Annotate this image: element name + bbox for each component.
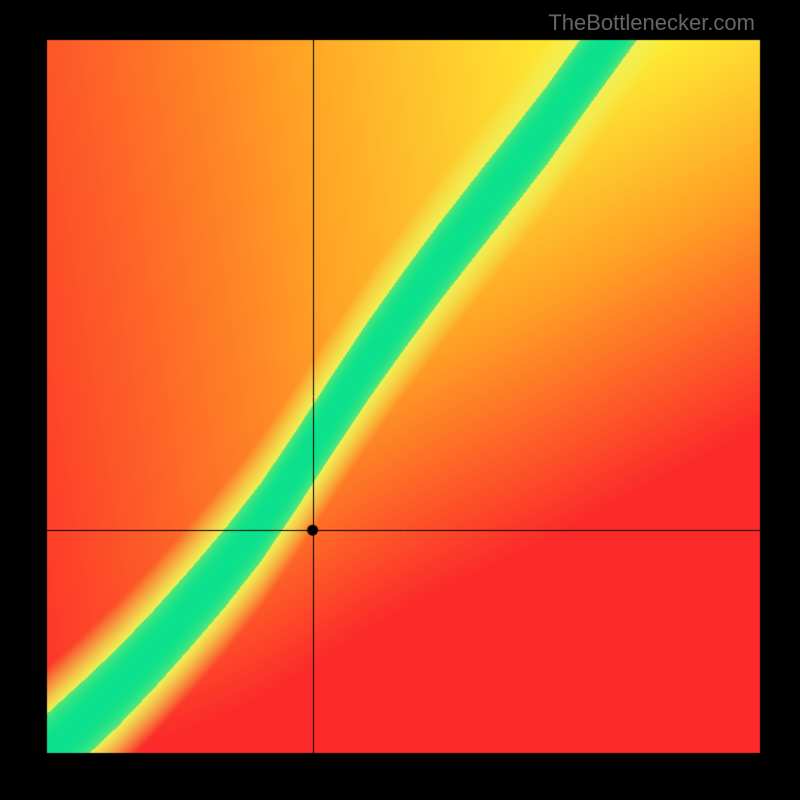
bottleneck-heatmap (0, 0, 800, 800)
chart-container: TheBottlenecker.com (0, 0, 800, 800)
watermark-text: TheBottlenecker.com (548, 10, 755, 36)
